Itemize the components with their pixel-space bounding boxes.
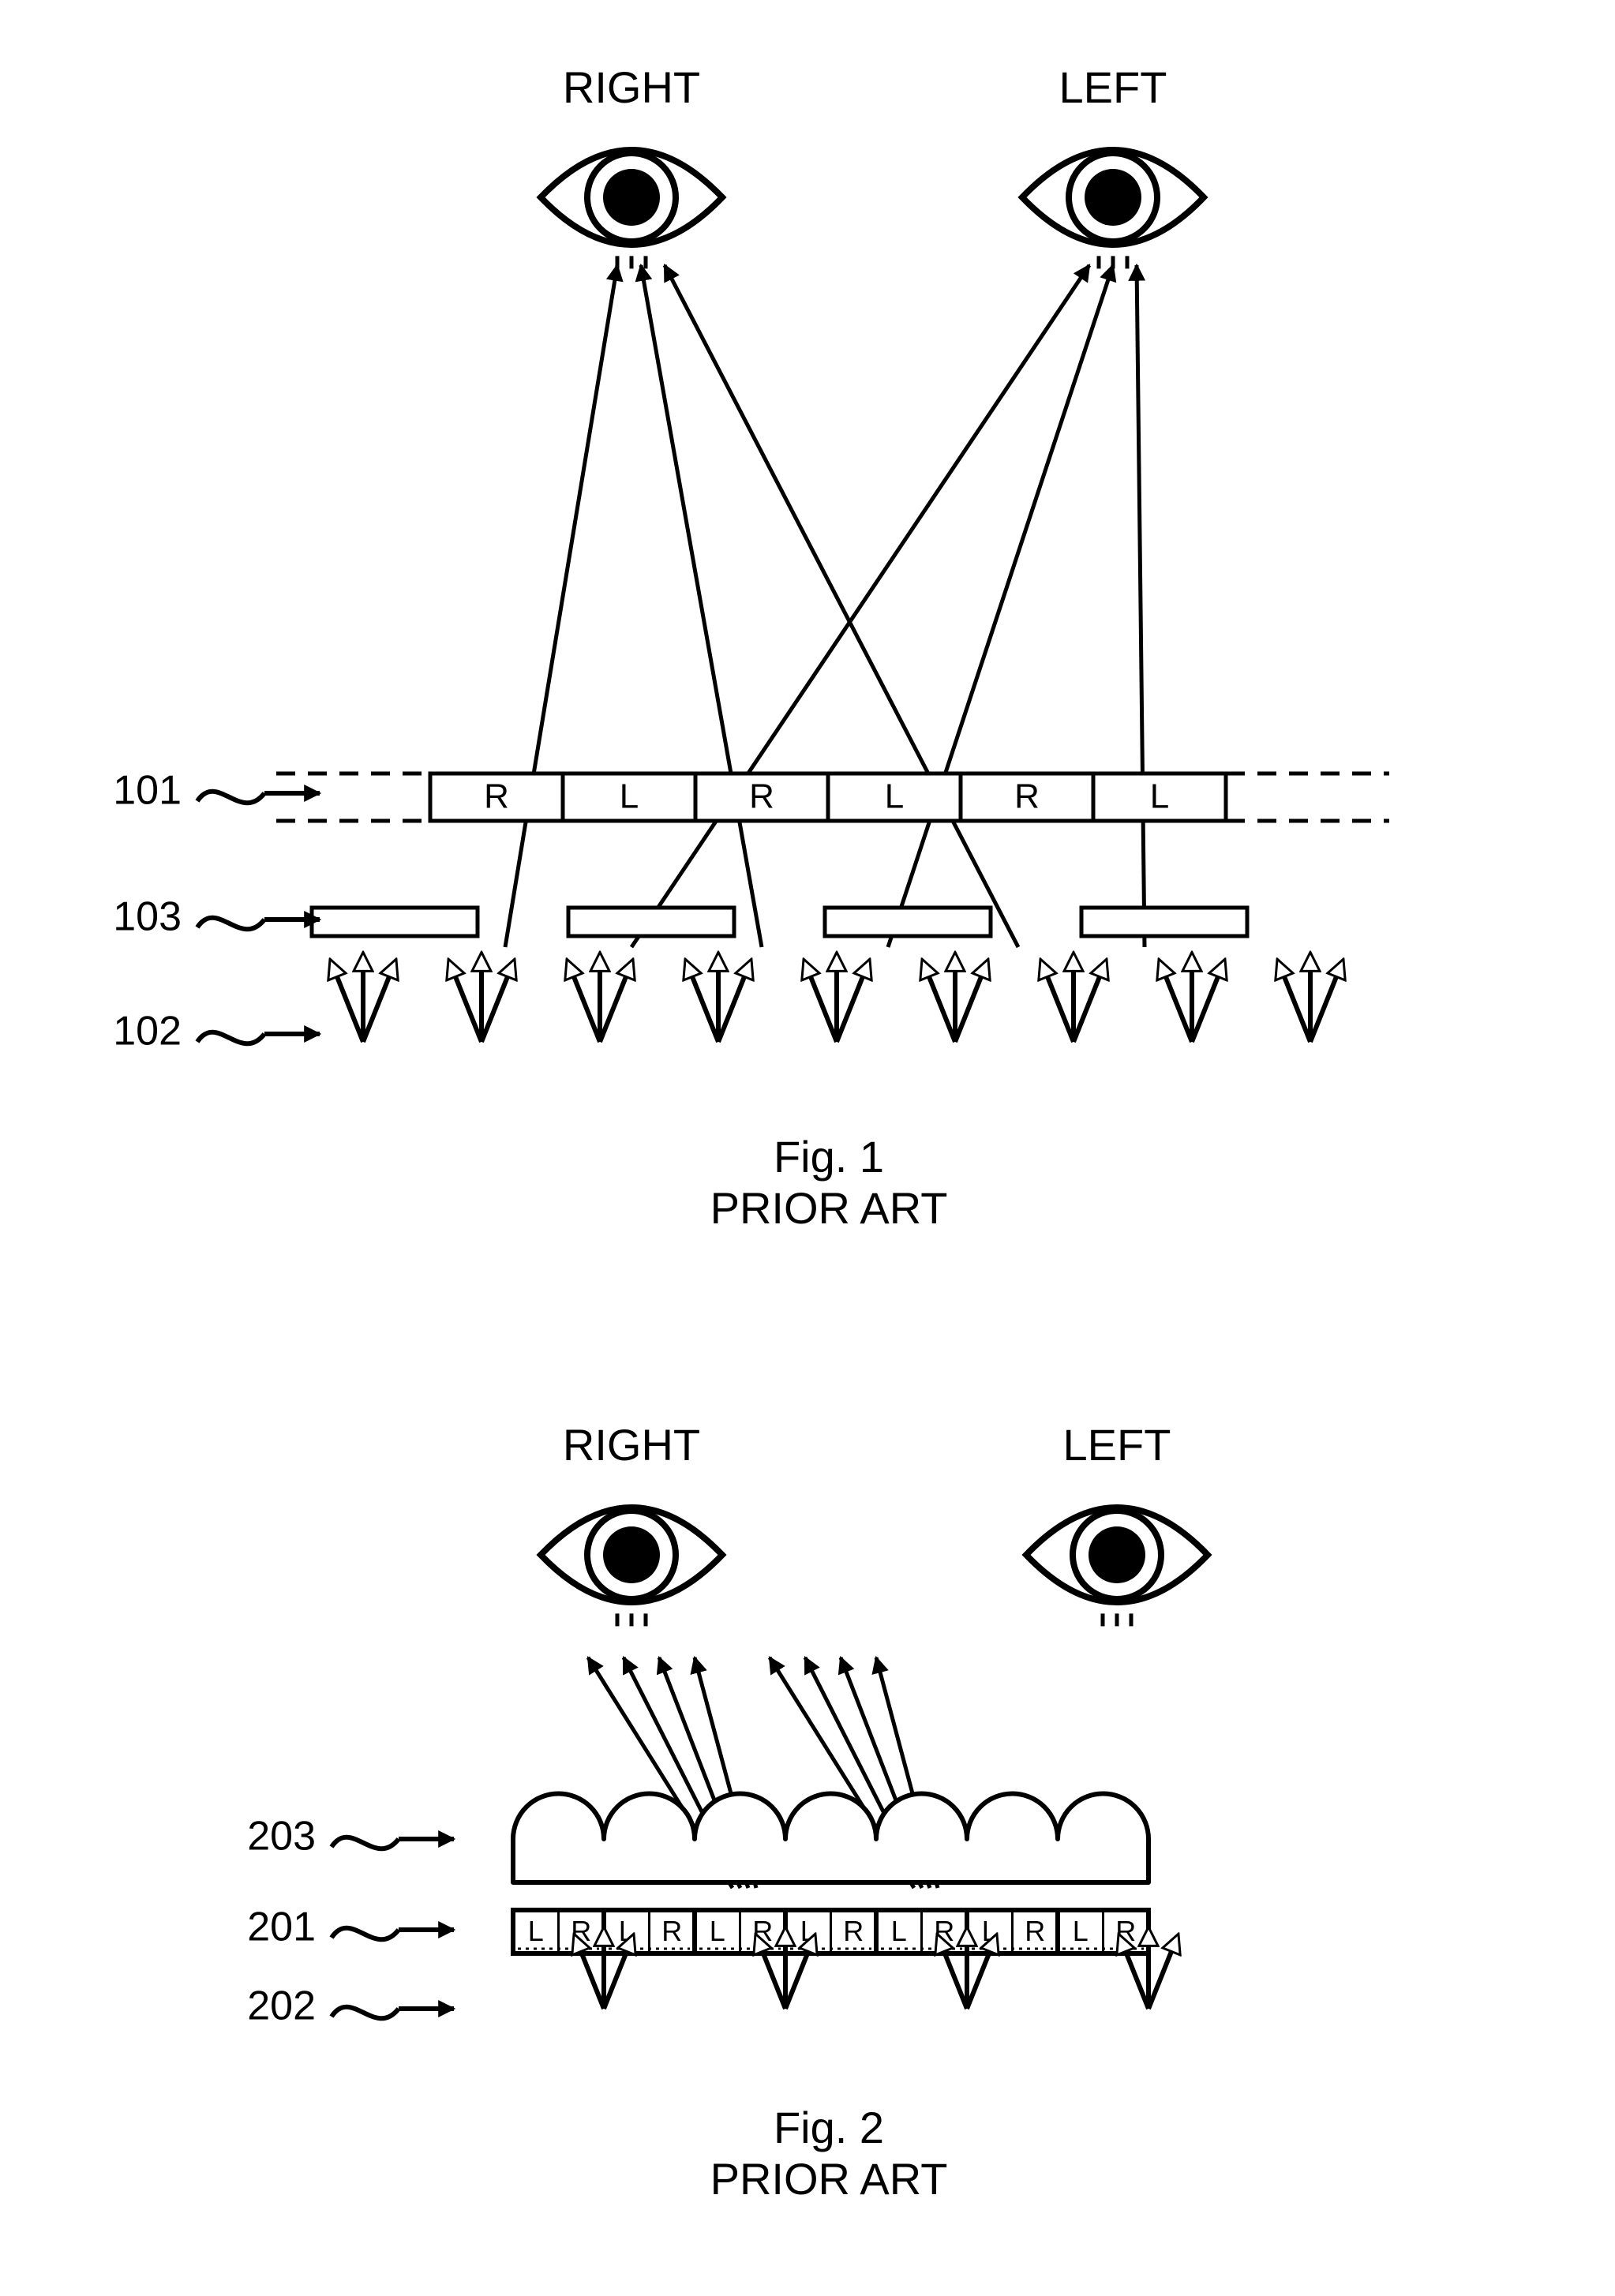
fig1-caption-line1: Fig. 1 bbox=[774, 1132, 884, 1182]
fig1-caption-line2: PRIOR ART bbox=[710, 1183, 948, 1233]
fig1-right-label: RIGHT bbox=[563, 62, 700, 112]
fig2-caption-line2: PRIOR ART bbox=[710, 2154, 948, 2204]
fig1-ray-0 bbox=[505, 265, 617, 947]
fig1-backlight-4 bbox=[807, 961, 867, 1042]
fig2-cell-L-2: L bbox=[710, 1915, 725, 1947]
fig2-cell-R-0: R bbox=[571, 1915, 591, 1947]
fig1-backlight-7 bbox=[1162, 961, 1222, 1042]
fig1-backlight-3 bbox=[688, 961, 748, 1042]
fig1-backlight-6 bbox=[1044, 961, 1104, 1042]
fig2-ref-202-leader bbox=[332, 2007, 399, 2019]
fig1-barrier-0 bbox=[312, 908, 478, 936]
fig1-ray-2 bbox=[665, 265, 1018, 947]
fig2-ref-202: 202 bbox=[247, 1983, 316, 2029]
fig1-ref-102-leader bbox=[197, 1032, 264, 1044]
fig1-ref-103-leader bbox=[197, 918, 264, 930]
fig2-cell-R-4: R bbox=[934, 1915, 954, 1947]
figure-1: RIGHT LEFT R L R L R L 101 103 102 Fig. 1PRIOR ART bbox=[113, 62, 1389, 1233]
fig2-cell-L-4: L bbox=[891, 1915, 907, 1947]
fig1-pixel-label-5: L bbox=[1150, 777, 1169, 816]
fig2-ref-201-leader bbox=[332, 1928, 399, 1940]
fig2-lenticular bbox=[513, 1793, 1148, 1882]
fig1-backlight-1 bbox=[452, 961, 511, 1042]
fig1-barrier-1 bbox=[568, 908, 734, 936]
fig2-cell-R-5: R bbox=[1025, 1915, 1045, 1947]
fig2-cell-R-6: R bbox=[1115, 1915, 1136, 1947]
fig2-cell-L-6: L bbox=[1073, 1915, 1089, 1947]
fig1-right-eye bbox=[541, 150, 722, 268]
fig2-cell-R-2: R bbox=[752, 1915, 773, 1947]
fig1-backlight-0 bbox=[333, 961, 393, 1042]
fig1-backlight-8 bbox=[1280, 961, 1340, 1042]
fig2-right-eye bbox=[541, 1508, 722, 1626]
fig1-pixel-label-2: R bbox=[749, 777, 774, 816]
fig1-left-label: LEFT bbox=[1059, 62, 1167, 112]
fig1-left-eye bbox=[1022, 150, 1204, 268]
fig1-backlight-5 bbox=[925, 961, 985, 1042]
fig1-ref-103: 103 bbox=[113, 894, 182, 940]
fig1-pixel-label-4: R bbox=[1014, 777, 1040, 816]
fig1-barrier-3 bbox=[1081, 908, 1247, 936]
figure-2: RIGHTLEFTLRLRLRLRLRLRLR203201202Fig. 2PR… bbox=[247, 1420, 1171, 2204]
fig1-pixel-label-0: R bbox=[484, 777, 509, 816]
fig1-ray-4 bbox=[888, 265, 1113, 947]
fig1-ref-102: 102 bbox=[113, 1009, 182, 1054]
fig1-backlight-2 bbox=[570, 961, 630, 1042]
fig1-ref-101-leader bbox=[197, 792, 264, 803]
fig1-pixel-label-3: L bbox=[885, 777, 904, 816]
fig2-ref-203-leader bbox=[332, 1837, 399, 1849]
fig2-caption-line1: Fig. 2 bbox=[774, 2103, 884, 2152]
fig2-right-label: RIGHT bbox=[563, 1420, 700, 1470]
fig2-ref-201: 201 bbox=[247, 1905, 316, 1950]
fig1-ray-5 bbox=[1137, 265, 1145, 947]
fig1-ref-101: 101 bbox=[113, 768, 182, 814]
fig2-left-label: LEFT bbox=[1063, 1420, 1171, 1470]
fig2-cell-R-1: R bbox=[661, 1915, 682, 1947]
fig1-pixel-label-1: L bbox=[620, 777, 639, 816]
fig2-cell-R-3: R bbox=[843, 1915, 864, 1947]
fig2-ref-203: 203 bbox=[247, 1814, 316, 1860]
fig1-barrier-2 bbox=[825, 908, 991, 936]
fig2-left-eye bbox=[1026, 1508, 1208, 1626]
fig2-cell-L-0: L bbox=[528, 1915, 544, 1947]
